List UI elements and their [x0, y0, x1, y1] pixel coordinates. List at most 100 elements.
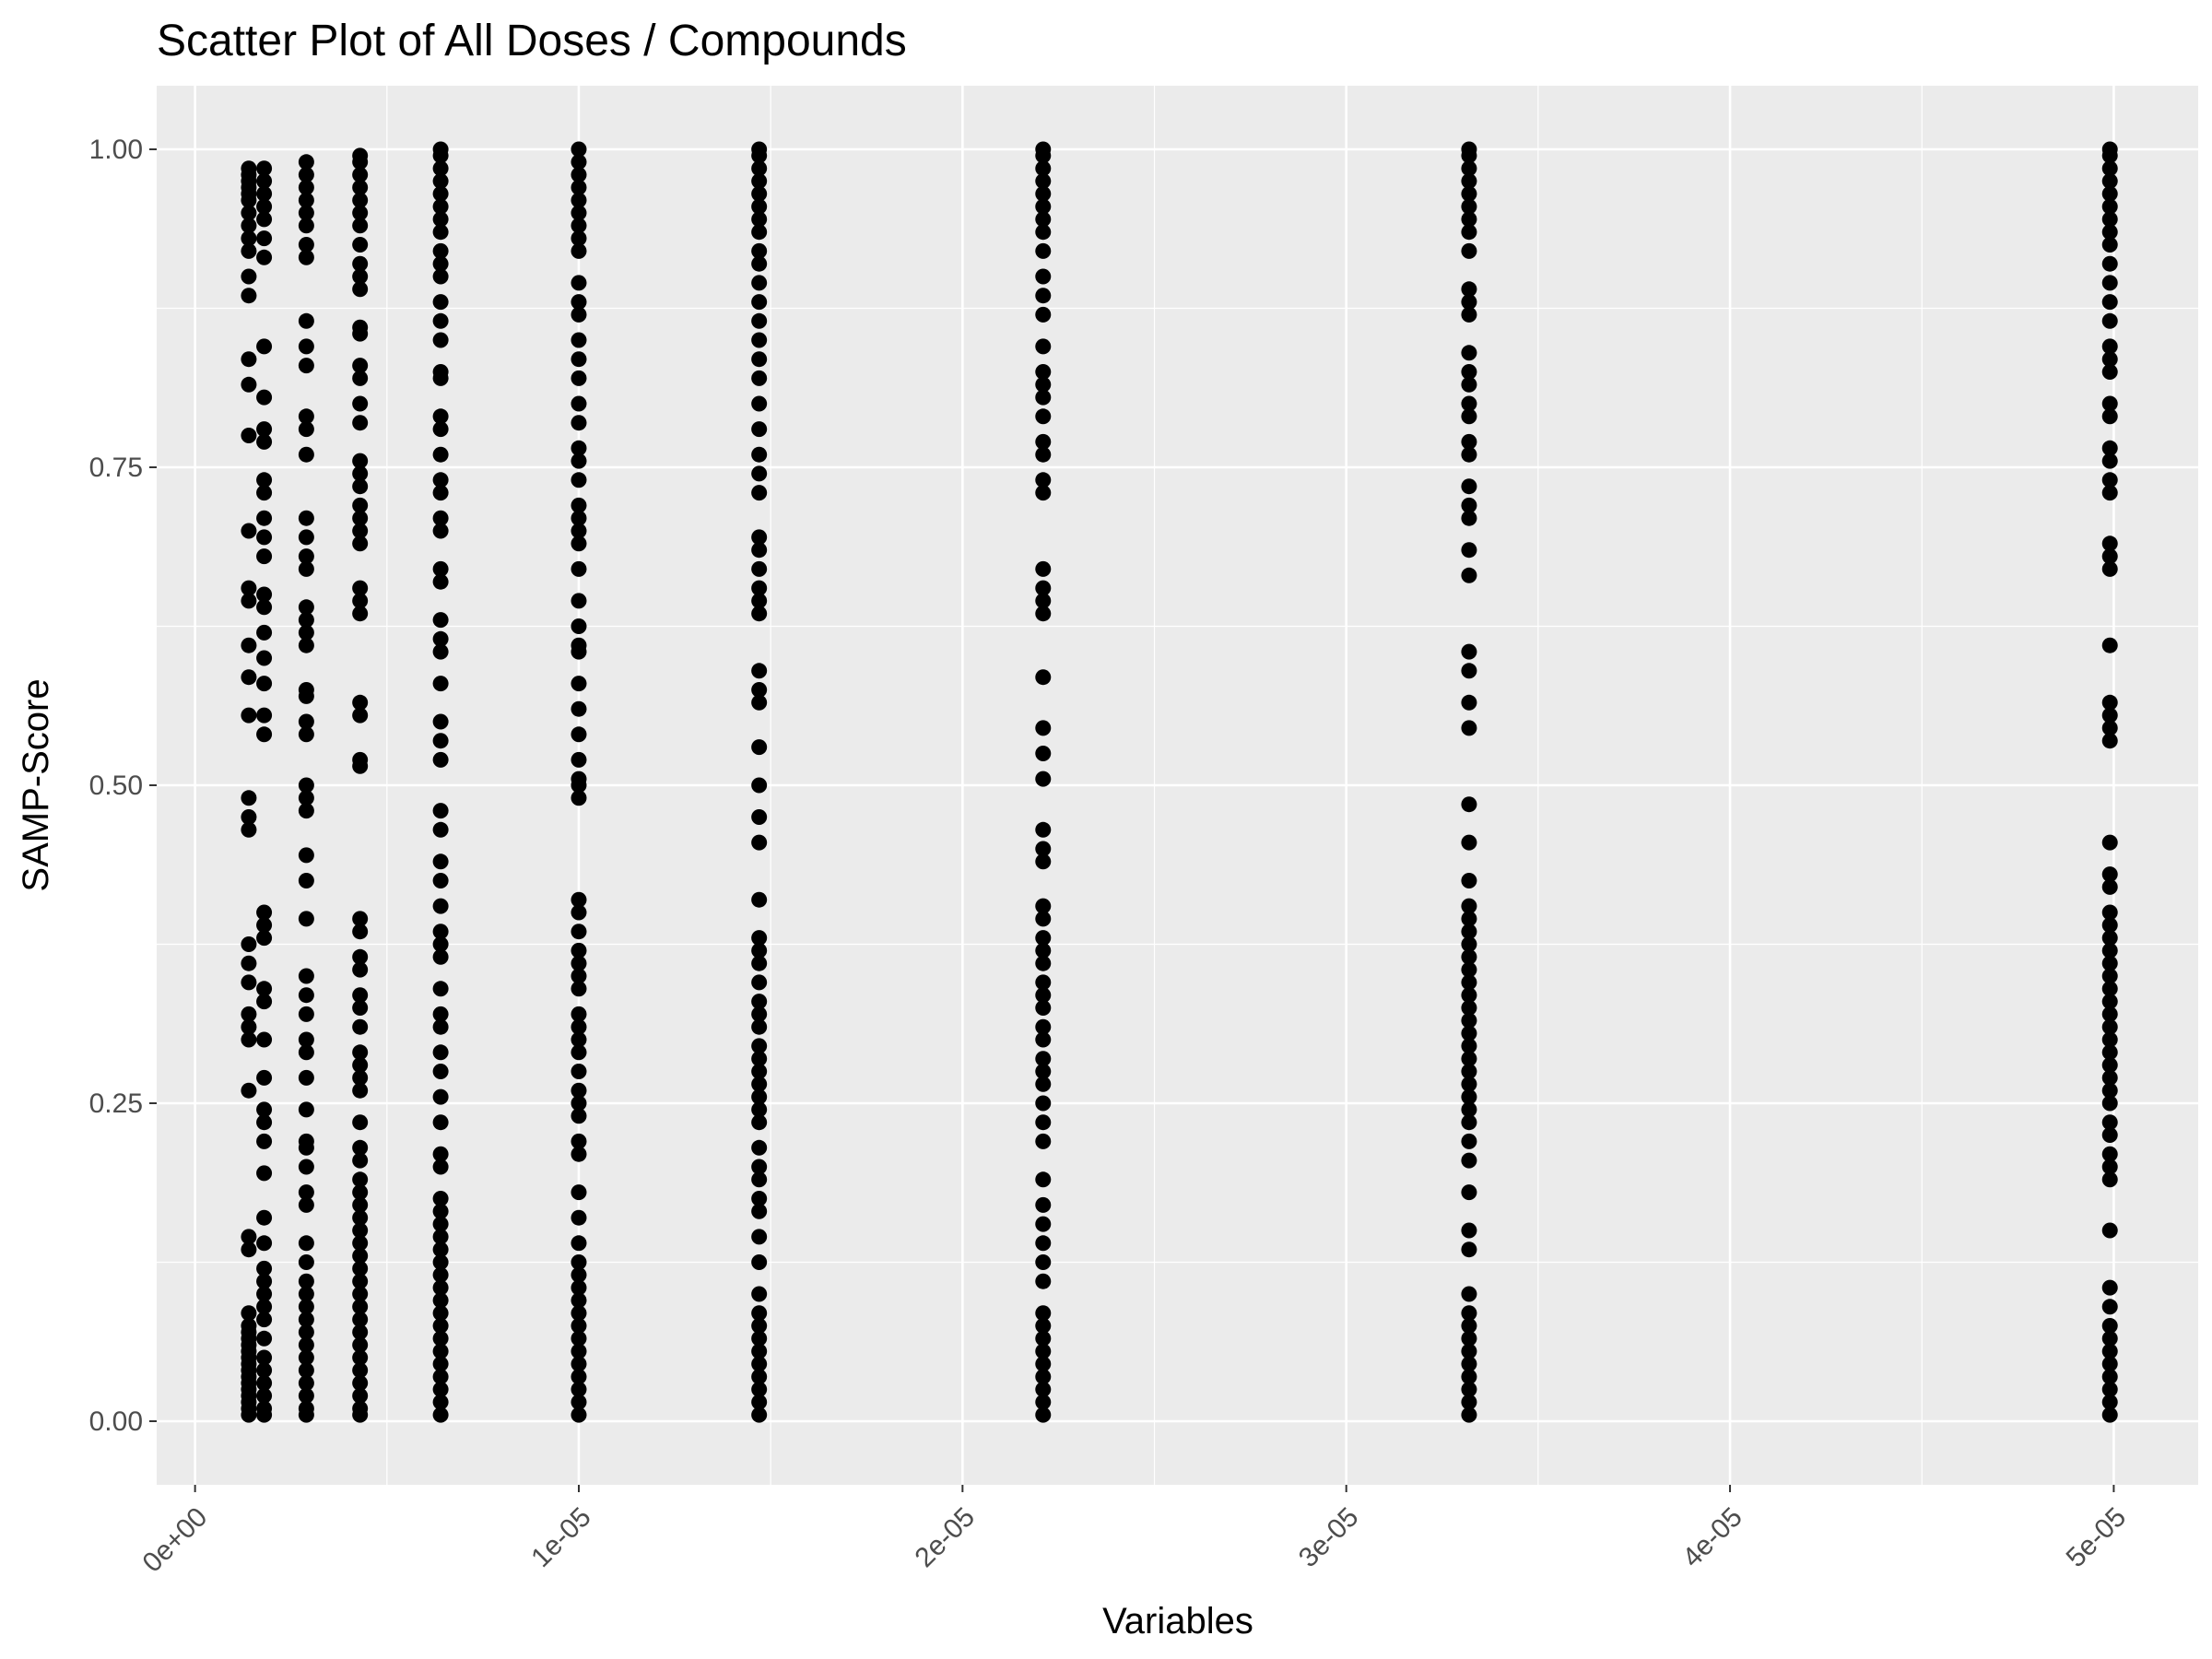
data-point — [432, 948, 449, 965]
data-point — [2101, 1394, 2118, 1410]
data-point — [571, 167, 587, 183]
data-point — [432, 853, 449, 870]
data-point — [571, 981, 587, 997]
data-point — [1035, 485, 1052, 501]
data-point — [432, 1018, 449, 1035]
data-point — [241, 523, 257, 539]
data-point — [571, 218, 587, 234]
data-point — [352, 1387, 369, 1404]
data-point — [2101, 878, 2118, 895]
data-point — [751, 332, 768, 348]
data-point — [432, 185, 449, 202]
data-point — [256, 1286, 273, 1302]
data-point — [751, 942, 768, 959]
data-point — [352, 707, 369, 724]
data-point — [2101, 485, 2118, 501]
data-point — [241, 205, 257, 221]
data-point — [432, 1241, 449, 1258]
data-point — [2101, 1044, 2118, 1061]
data-point — [432, 733, 449, 749]
data-point — [241, 1229, 257, 1245]
data-point — [352, 1400, 369, 1417]
data-point — [1035, 606, 1052, 622]
data-point — [256, 338, 273, 355]
data-point — [1461, 1076, 1477, 1092]
data-point — [352, 1209, 369, 1226]
data-point — [751, 141, 768, 158]
data-point — [352, 1057, 369, 1074]
data-point — [256, 599, 273, 616]
data-point — [298, 637, 314, 653]
data-point — [241, 1006, 257, 1022]
data-point — [241, 1031, 257, 1048]
data-point — [751, 739, 768, 756]
data-point — [298, 847, 314, 864]
data-point — [298, 1133, 314, 1149]
data-point — [1461, 160, 1477, 177]
data-point — [432, 472, 449, 488]
data-point — [298, 790, 314, 806]
data-point — [1035, 560, 1052, 577]
data-point — [571, 1254, 587, 1270]
data-point — [571, 618, 587, 634]
data-point — [1035, 974, 1052, 991]
data-point — [571, 141, 587, 158]
data-point — [298, 987, 314, 1004]
data-point — [1035, 911, 1052, 927]
data-point — [2101, 694, 2118, 711]
data-point — [298, 560, 314, 577]
data-point — [352, 1069, 369, 1086]
data-point — [256, 917, 273, 934]
data-point — [1461, 1064, 1477, 1079]
data-point — [2101, 364, 2118, 380]
data-point — [352, 948, 369, 965]
data-point — [1035, 1394, 1052, 1410]
data-point — [2101, 1114, 2118, 1131]
data-point — [2101, 548, 2118, 565]
data-point — [432, 211, 449, 228]
data-point — [241, 1305, 257, 1322]
data-point — [1461, 345, 1477, 361]
data-point — [571, 1369, 587, 1385]
data-point — [298, 192, 314, 208]
data-point — [256, 198, 273, 215]
data-point — [352, 237, 369, 253]
data-point — [571, 1044, 587, 1061]
data-point — [2101, 1222, 2118, 1239]
data-point — [256, 548, 273, 565]
data-point — [298, 312, 314, 329]
data-point — [571, 230, 587, 247]
data-point — [256, 230, 273, 247]
data-point — [298, 1184, 314, 1201]
data-point — [432, 898, 449, 914]
data-point — [2101, 1146, 2118, 1162]
data-point — [2101, 211, 2118, 228]
data-point — [432, 924, 449, 940]
data-point — [571, 1209, 587, 1226]
data-point — [256, 510, 273, 526]
data-point — [1035, 211, 1052, 228]
data-point — [1035, 1000, 1052, 1016]
data-point — [352, 1044, 369, 1061]
data-point — [1461, 936, 1477, 952]
data-point — [1461, 306, 1477, 323]
y-tick-label: 0.75 — [89, 453, 143, 483]
data-point — [751, 606, 768, 622]
data-point — [2101, 1031, 2118, 1048]
data-point — [432, 821, 449, 838]
data-point — [256, 529, 273, 546]
data-point — [1035, 746, 1052, 761]
data-point — [1461, 395, 1477, 412]
data-point — [2101, 185, 2118, 202]
data-point — [751, 1330, 768, 1347]
data-point — [298, 1044, 314, 1061]
data-point — [298, 218, 314, 234]
x-tick-label: 0e+00 — [137, 1501, 214, 1578]
data-point — [1461, 974, 1477, 991]
data-point — [751, 542, 768, 559]
data-point — [1035, 1273, 1052, 1289]
data-point — [1035, 1254, 1052, 1270]
data-point — [2101, 1057, 2118, 1074]
data-point — [352, 370, 369, 386]
data-point — [1461, 1369, 1477, 1385]
